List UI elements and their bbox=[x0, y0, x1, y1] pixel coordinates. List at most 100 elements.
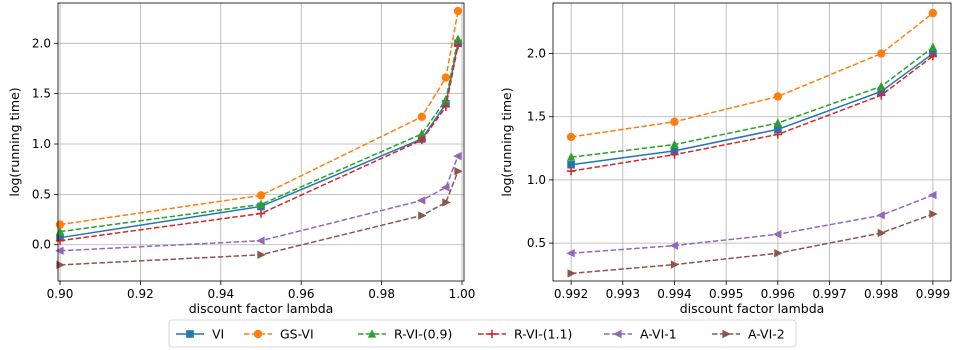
y-tick-label: 2.0 bbox=[527, 47, 546, 61]
data-point bbox=[417, 112, 426, 122]
data-point bbox=[56, 260, 65, 270]
series-a-vi-1 bbox=[566, 190, 937, 258]
x-axis-label: discount factor lambda bbox=[680, 301, 825, 316]
legend-label: R-VI-(1.1) bbox=[514, 327, 572, 342]
x-tick-label: 0.92 bbox=[127, 287, 154, 301]
series-a-vi-1 bbox=[55, 151, 462, 255]
series-a-vi-2 bbox=[567, 209, 938, 278]
legend-label: R-VI-(0.9) bbox=[394, 327, 452, 342]
series-line bbox=[571, 194, 934, 254]
series-r-vi-1-1 bbox=[566, 51, 938, 176]
data-point bbox=[774, 249, 783, 258]
legend-marker bbox=[367, 329, 377, 338]
series-gs-vi bbox=[566, 8, 938, 142]
legend-entry: R-VI-(0.9) bbox=[358, 327, 452, 342]
data-point bbox=[774, 125, 782, 134]
y-tick-label: 0.5 bbox=[527, 236, 546, 250]
data-point bbox=[670, 260, 680, 269]
y-tick-label: 1.0 bbox=[527, 173, 546, 187]
data-point bbox=[877, 49, 886, 58]
ticks: 0.90 0.92 0.94 0.96 0.98 1.00 0.0 0.5 1.0 1.5 2.0 bbox=[32, 36, 475, 301]
series-line bbox=[571, 213, 934, 275]
legend-entry: R-VI-(1.1) bbox=[478, 327, 572, 342]
data-point bbox=[417, 129, 426, 138]
data-point bbox=[773, 230, 782, 239]
series-line bbox=[570, 52, 934, 166]
legend-entry: GS-VI bbox=[244, 327, 314, 342]
data-point bbox=[669, 241, 679, 250]
data-point bbox=[877, 91, 886, 100]
series-line bbox=[59, 39, 459, 233]
data-point bbox=[453, 34, 463, 43]
x-tick-label: 0.993 bbox=[606, 287, 640, 301]
left-chart-panel: 0.90 0.92 0.94 0.96 0.98 1.00 0.0 0.5 1.0 1.5 2.0 d… bbox=[7, 2, 475, 316]
data-point bbox=[928, 42, 938, 51]
data-point bbox=[256, 236, 265, 245]
data-point bbox=[416, 196, 426, 205]
y-tick-label: 0.0 bbox=[32, 238, 51, 252]
data-point bbox=[441, 73, 451, 82]
y-tick-label: 1.5 bbox=[32, 87, 51, 101]
y-tick-label: 1.0 bbox=[32, 137, 51, 151]
data-point bbox=[441, 94, 451, 104]
series-r-vi-0-9 bbox=[55, 34, 463, 236]
x-tick-label: 0.96 bbox=[288, 287, 315, 301]
data-point bbox=[441, 102, 451, 111]
data-point bbox=[453, 41, 463, 50]
series-r-vi-0-9 bbox=[566, 42, 938, 161]
x-tick-label: 0.997 bbox=[812, 287, 846, 301]
data-point bbox=[877, 81, 886, 90]
series-line bbox=[570, 55, 934, 172]
series-gs-vi bbox=[55, 6, 463, 229]
data-point bbox=[453, 151, 462, 161]
x-tick-label: 0.995 bbox=[709, 287, 743, 301]
data-point bbox=[566, 166, 576, 176]
data-point bbox=[442, 198, 451, 207]
data-point bbox=[454, 167, 463, 176]
data-point bbox=[670, 117, 679, 126]
data-point bbox=[566, 132, 576, 142]
legend-label: A-VI-2 bbox=[748, 327, 785, 342]
series-r-vi-1-1 bbox=[55, 41, 463, 245]
axes-frame bbox=[57, 2, 465, 282]
legend-marker bbox=[613, 329, 622, 339]
data-point bbox=[256, 209, 266, 218]
series-vi bbox=[56, 39, 462, 242]
legend-marker bbox=[186, 330, 194, 338]
x-tick-label: 0.94 bbox=[207, 287, 234, 301]
data-point bbox=[773, 118, 783, 127]
legend-marker bbox=[722, 329, 731, 339]
axes-frame bbox=[552, 2, 952, 282]
data-point bbox=[256, 191, 266, 200]
x-tick-label: 1.00 bbox=[449, 287, 476, 301]
series-a-vi-2 bbox=[56, 167, 463, 270]
data-point bbox=[928, 51, 938, 61]
data-point bbox=[929, 209, 938, 219]
legend-marker bbox=[487, 329, 497, 339]
series-line bbox=[570, 12, 934, 138]
right-chart-panel: 0.992 0.993 0.994 0.995 0.996 0.997 0.998 0.999… bbox=[499, 2, 952, 316]
data-point bbox=[567, 269, 576, 278]
x-tick-label: 0.98 bbox=[368, 287, 395, 301]
legend-marker bbox=[253, 329, 263, 339]
data-point bbox=[417, 135, 426, 145]
y-axis-label: log(running time) bbox=[7, 87, 22, 196]
series-line bbox=[59, 170, 459, 266]
data-point bbox=[256, 199, 266, 209]
y-tick-label: 0.5 bbox=[32, 187, 51, 201]
x-axis-label: discount factor lambda bbox=[189, 301, 334, 316]
y-tick-label: 1.5 bbox=[527, 110, 546, 124]
x-tick-label: 0.999 bbox=[916, 287, 950, 301]
legend-label: A-VI-1 bbox=[640, 327, 677, 342]
series-group bbox=[566, 8, 938, 278]
legend-entry: VI bbox=[176, 327, 224, 342]
data-point bbox=[877, 228, 887, 238]
data-point bbox=[928, 190, 937, 200]
data-point bbox=[670, 139, 679, 149]
data-point bbox=[418, 211, 427, 220]
y-axis-label: log(running time) bbox=[499, 87, 514, 196]
grid bbox=[553, 3, 951, 281]
series-group bbox=[55, 6, 463, 270]
legend-label: GS-VI bbox=[280, 327, 314, 342]
data-point bbox=[453, 6, 463, 16]
